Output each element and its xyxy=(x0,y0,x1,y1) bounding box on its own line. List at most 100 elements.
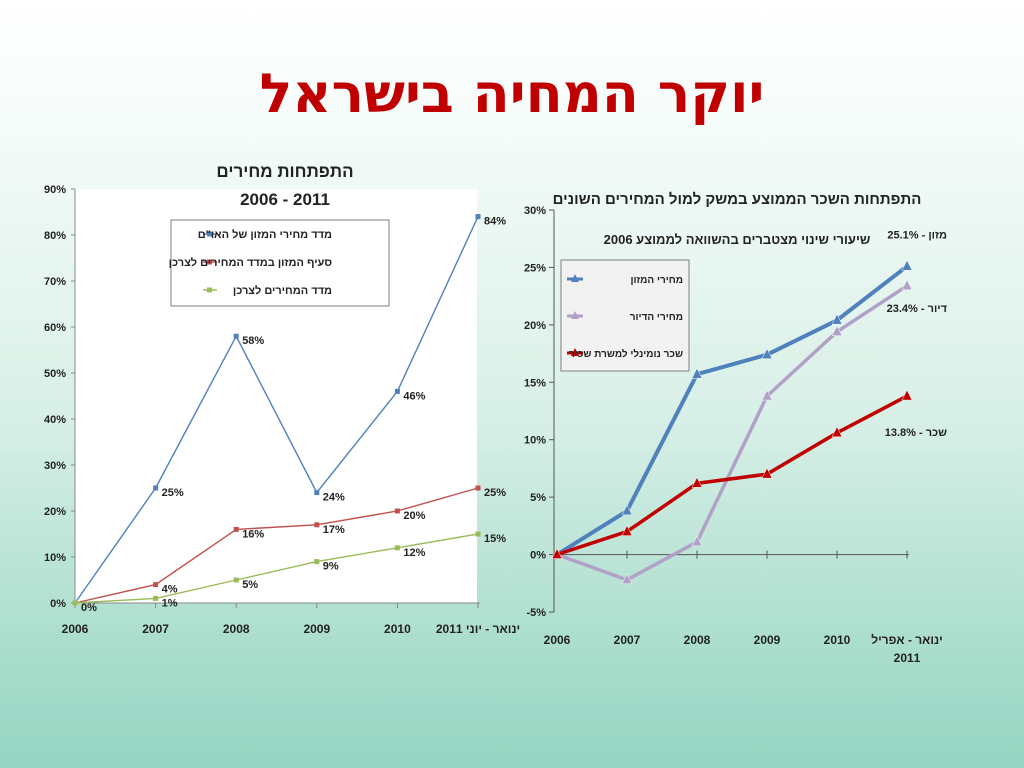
y-tick-label: 10% xyxy=(44,552,66,564)
data-label: 1% xyxy=(162,597,178,609)
x-tick-label: 2010 xyxy=(824,633,851,647)
x-tick-label: ינואר - יוני 2011 xyxy=(436,622,520,636)
data-label: 16% xyxy=(242,528,264,540)
data-point xyxy=(831,426,843,438)
chart-title: התפתחות השכר הממוצע במשק למול המחירים הש… xyxy=(553,191,922,208)
data-label: 25% xyxy=(162,487,184,499)
series-line-1 xyxy=(555,264,909,557)
x-tick-label: 2008 xyxy=(684,633,711,647)
end-value-label: שכר - 13.8% xyxy=(885,427,947,439)
legend-label: שכר נומינלי למשרת שכיר xyxy=(569,348,683,360)
food-prices-chart: התפתחות מחירים 2006 - 2011 0% 10% 20% 30% 40% 5… xyxy=(44,162,520,636)
y-tick-label: 70% xyxy=(44,276,66,288)
data-label: 20% xyxy=(403,510,425,522)
chart-title: התפתחות מחירים xyxy=(216,162,353,181)
data-label: 5% xyxy=(242,579,258,591)
y-tick-label: 10% xyxy=(524,435,546,447)
data-point xyxy=(621,573,633,585)
data-point xyxy=(761,389,773,401)
data-point xyxy=(901,259,913,271)
data-point xyxy=(475,214,481,220)
y-tick-label: 20% xyxy=(44,506,66,518)
data-point xyxy=(153,582,159,588)
end-value-label: דיור - 23.4% xyxy=(887,303,948,315)
data-label: 12% xyxy=(403,547,425,559)
data-point xyxy=(691,367,703,379)
x-tick-label: 2007 xyxy=(614,633,641,647)
data-point xyxy=(153,595,159,601)
y-tick-label: 50% xyxy=(44,368,66,380)
legend-label: סעיף המזון במדד המחירים לצרכן xyxy=(169,256,333,269)
data-point xyxy=(394,508,400,514)
end-value-label: מזון - 25.1% xyxy=(887,229,947,241)
data-label: 46% xyxy=(403,390,425,402)
data-point xyxy=(901,279,913,291)
legend-marker xyxy=(571,348,579,356)
legend-label: מחירי הדיור xyxy=(630,312,683,323)
x-tick-label: ינואר - אפריל 2011 xyxy=(871,633,943,665)
x-tick-label: 2008 xyxy=(223,622,250,636)
data-point xyxy=(621,504,633,516)
data-label: 84% xyxy=(484,216,506,228)
x-tick-label: 2010 xyxy=(384,622,411,636)
data-point xyxy=(233,577,239,583)
legend-marker xyxy=(571,311,579,319)
y-tick-label: 60% xyxy=(44,322,66,334)
data-point xyxy=(394,545,400,551)
y-tick-label: 5% xyxy=(530,492,546,504)
data-point xyxy=(831,313,843,325)
data-point xyxy=(394,388,400,394)
y-tick-label: 80% xyxy=(44,230,66,242)
data-point xyxy=(233,333,239,339)
y-tick-label: 90% xyxy=(44,184,66,196)
data-point xyxy=(761,348,773,359)
data-point xyxy=(691,476,703,488)
data-point xyxy=(901,389,913,401)
series-line-3 xyxy=(74,533,479,604)
wages-vs-prices-chart: התפתחות השכר הממוצע במשק למול המחירים הש… xyxy=(524,191,948,665)
data-label: 15% xyxy=(484,533,506,545)
data-label: 24% xyxy=(323,492,345,504)
data-point xyxy=(761,467,773,479)
legend-marker xyxy=(207,259,212,265)
x-tick-label: 2007 xyxy=(142,622,169,636)
data-label: 25% xyxy=(484,487,506,499)
legend-label: מדד המחירים לצרכן xyxy=(233,284,332,297)
y-tick-label: 20% xyxy=(524,320,546,332)
data-point xyxy=(314,522,320,528)
legend-label: מחירי המזון xyxy=(630,275,683,286)
y-tick-label: 25% xyxy=(524,262,546,274)
x-tick-label: 2009 xyxy=(303,622,330,636)
y-tick-label: 0% xyxy=(50,598,66,610)
y-tick-label: 30% xyxy=(524,205,546,217)
data-point xyxy=(831,325,843,336)
y-tick-label: 0% xyxy=(530,550,546,562)
y-tick-label: 40% xyxy=(44,414,66,426)
data-point xyxy=(72,600,78,606)
series-line-2 xyxy=(556,284,908,582)
chart-subtitle: 2006 - 2011 xyxy=(240,190,330,209)
data-label: 58% xyxy=(242,335,264,347)
data-point xyxy=(691,535,703,547)
y-tick-label: -5% xyxy=(526,607,546,619)
x-tick-label: 2006 xyxy=(544,633,571,647)
y-tick-label: 15% xyxy=(524,377,546,389)
chart-subtitle: שיעורי שינוי מצטברים בהשוואה לממוצע 2006 xyxy=(604,232,871,247)
series-line-1 xyxy=(74,216,479,604)
data-label: 9% xyxy=(323,561,339,573)
x-tick-label: 2009 xyxy=(754,633,781,647)
data-point xyxy=(475,531,481,537)
data-point xyxy=(314,490,320,496)
data-point xyxy=(153,485,159,491)
y-tick-label: 30% xyxy=(44,460,66,472)
series-line-2 xyxy=(74,487,479,604)
legend-marker xyxy=(571,274,579,282)
data-point xyxy=(475,485,481,491)
data-label: 4% xyxy=(162,584,178,596)
legend-marker xyxy=(207,287,212,293)
data-point xyxy=(621,525,633,536)
data-point xyxy=(233,526,239,532)
legend-label: מדד מחירי המזון של האו"ם xyxy=(198,228,332,241)
slide-title: יוקר המחיה בישראל xyxy=(259,62,765,125)
data-point xyxy=(314,559,320,565)
